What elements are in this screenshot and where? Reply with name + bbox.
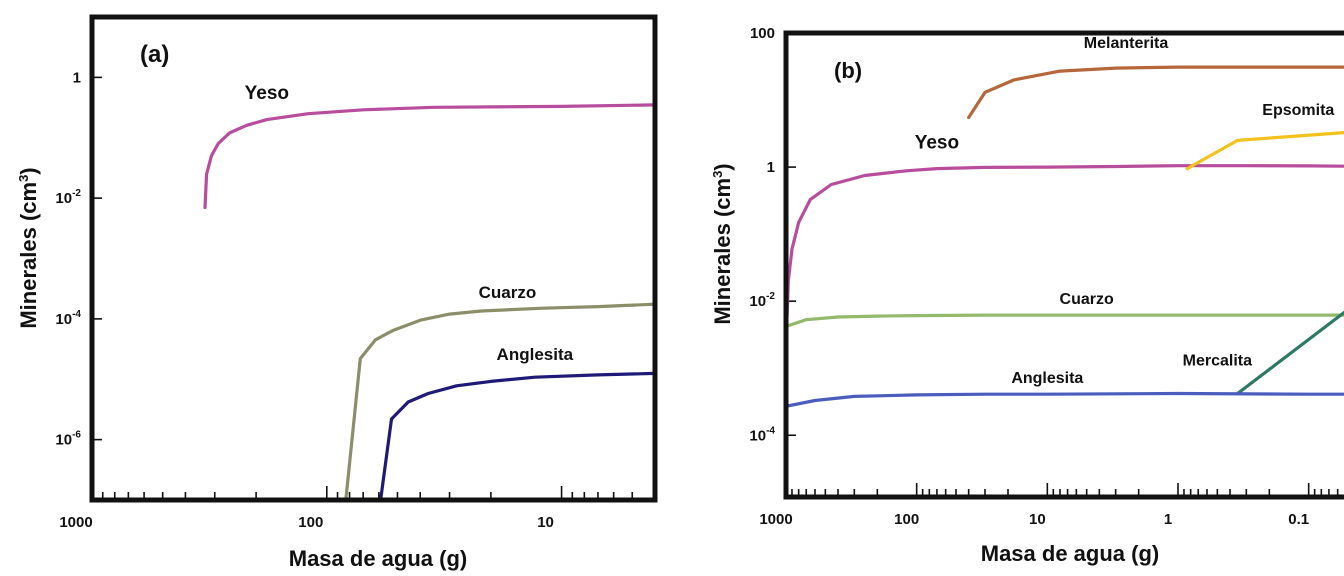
y-tick-label: 1 (73, 69, 81, 86)
panel-label: (b) (834, 58, 862, 83)
series-line-melanterita (967, 65, 1344, 120)
y-tick-label: 10-4 (55, 309, 81, 328)
y-tick-label: 10-2 (749, 291, 775, 310)
series-label-mercalita: Mercalita (1183, 352, 1252, 369)
series-line-yeso (203, 103, 655, 210)
plot-frame (89, 14, 658, 503)
x-tick-label: 0.1 (1288, 511, 1309, 528)
x-axis-label: Masa de agua (g) (981, 541, 1159, 566)
x-tick-label: 1000 (59, 514, 92, 531)
series-label-yeso: Yeso (245, 83, 289, 104)
series-line-epsomita (1185, 130, 1344, 171)
x-axis-label: Masa de agua (g) (289, 546, 467, 571)
y-axis-label: Minerales (cm3) (16, 167, 41, 328)
chart-panel-b: 1000 100 10 1 0.1 100 1 10-2 10-4 Melanterita Yeso… (710, 25, 1344, 566)
x-tick-label: 10 (537, 514, 554, 531)
y-tick-label: 1 (767, 159, 775, 176)
series-label-melanterita: Melanterita (1084, 35, 1169, 52)
x-tick-label: 100 (298, 514, 323, 531)
series-line-cuarzo (344, 302, 655, 500)
panel-label: (a) (140, 41, 169, 68)
x-tick-label: 100 (894, 511, 919, 528)
y-axis-label: Minerales (cm3) (710, 163, 735, 324)
series-line-anglesita (786, 391, 1344, 408)
series-label-cuarzo: Cuarzo (479, 283, 537, 302)
x-tick-label: 10 (1029, 511, 1046, 528)
series-label-anglesita: Anglesita (1011, 370, 1083, 387)
y-tick-label: 10-4 (749, 425, 775, 444)
series-line-cuarzo (786, 313, 1344, 328)
y-tick-label: 10-6 (55, 430, 81, 449)
series-label-anglesita: Anglesita (497, 345, 574, 364)
series-line-yeso (786, 164, 1344, 318)
series-line-mercalita (1235, 310, 1344, 396)
series-label-cuarzo: Cuarzo (1060, 291, 1114, 308)
series-label-epsomita: Epsomita (1262, 102, 1334, 119)
plot-frame (783, 30, 1344, 500)
x-tick-label: 1000 (759, 511, 792, 528)
chart-panel-a: 1000 100 10 1 10-2 10-4 10-6 Yeso Cuarzo Anglesit… (16, 14, 658, 571)
y-tick-label: 10-2 (55, 188, 81, 207)
series-label-yeso: Yeso (915, 132, 959, 153)
y-tick-label: 100 (750, 25, 775, 42)
series-line-anglesita (379, 371, 655, 500)
x-tick-label: 1 (1164, 511, 1172, 528)
